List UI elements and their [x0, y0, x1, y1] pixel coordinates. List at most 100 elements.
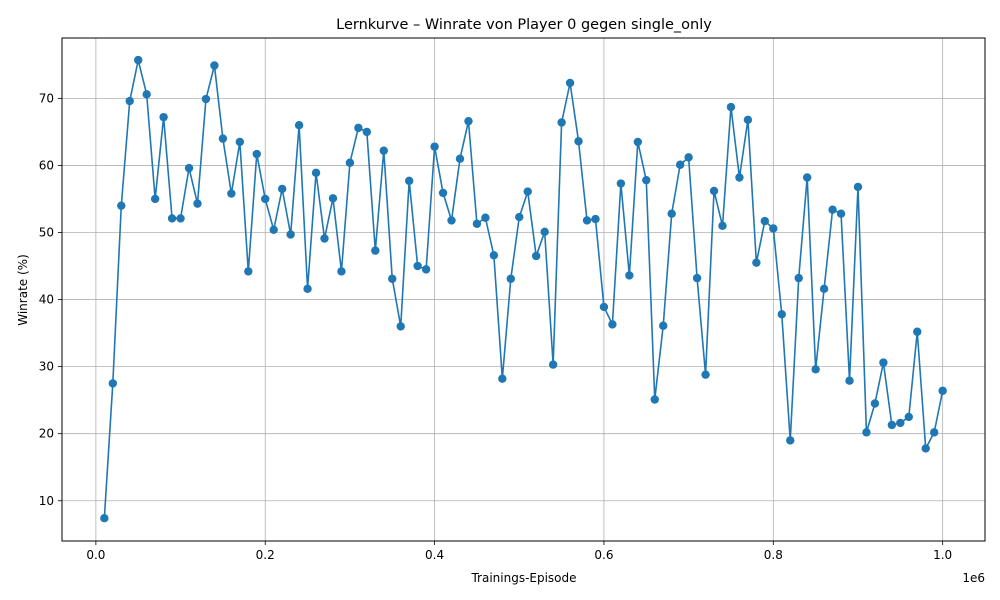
data-point: [210, 61, 219, 70]
data-point: [938, 386, 947, 395]
data-point: [870, 399, 880, 408]
x-tick-label: 0.8: [764, 548, 783, 562]
data-point: [354, 123, 363, 133]
data-point: [100, 514, 109, 523]
data-point: [150, 194, 160, 204]
data-point: [498, 374, 507, 383]
data-point: [235, 137, 245, 147]
data-point: [320, 234, 329, 243]
data-point: [845, 376, 854, 385]
x-tick-label: 0.6: [594, 548, 613, 562]
data-point: [159, 112, 168, 122]
data-point: [337, 267, 346, 276]
data-point: [675, 160, 685, 169]
data-point: [523, 187, 532, 196]
x-axis-label: Trainings-Episode: [470, 571, 576, 585]
data-point: [328, 194, 338, 203]
x-tick-label: 0.4: [425, 548, 444, 562]
data-point: [608, 320, 617, 329]
x-tick-label: 1.0: [933, 548, 952, 562]
data-point: [252, 149, 261, 159]
data-point: [743, 115, 753, 125]
data-point: [684, 153, 693, 162]
data-point: [692, 273, 702, 283]
data-point: [887, 420, 897, 430]
data-point: [921, 444, 930, 453]
data-point: [125, 96, 134, 106]
data-point: [142, 90, 151, 99]
data-point: [227, 189, 236, 198]
data-point: [167, 214, 177, 223]
data-point: [455, 154, 465, 163]
data-point: [574, 137, 583, 146]
data-point: [802, 173, 812, 182]
y-tick-label: 40: [39, 293, 54, 307]
data-point: [269, 225, 278, 235]
data-point: [582, 216, 592, 225]
data-point: [532, 251, 541, 261]
data-point: [565, 78, 575, 88]
data-point: [379, 146, 388, 155]
chart-title: Lernkurve – Winrate von Player 0 gegen s…: [336, 17, 712, 33]
data-point: [430, 142, 439, 151]
data-point: [261, 194, 270, 204]
plot-frame: [61, 37, 986, 542]
data-point: [201, 94, 211, 104]
data-point: [540, 227, 549, 237]
data-point: [718, 221, 727, 230]
data-point: [396, 322, 405, 331]
y-tick-label: 30: [39, 360, 54, 374]
data-point: [303, 284, 312, 294]
x-tick-label: 0.2: [256, 548, 275, 562]
data-point: [659, 321, 668, 330]
data-point: [193, 199, 202, 208]
data-point: [184, 163, 194, 173]
data-point: [134, 55, 143, 65]
data-point: [515, 212, 524, 222]
y-axis-label: Winrate (%): [16, 254, 30, 326]
data-point: [777, 310, 786, 319]
y-tick-label: 20: [39, 427, 54, 441]
data-point: [506, 274, 515, 283]
data-point: [879, 358, 888, 367]
y-axis-ticks: 10 20 30 40 50 60 70: [39, 91, 62, 508]
data-point: [117, 201, 126, 210]
data-point: [447, 216, 456, 225]
series-layer: [100, 55, 947, 523]
data-point: [862, 428, 871, 437]
series-line: [103, 59, 944, 519]
data-point: [371, 246, 380, 255]
data-point: [421, 265, 431, 274]
data-point: [913, 327, 922, 336]
data-point: [557, 118, 566, 127]
data-point: [548, 360, 558, 369]
data-point: [438, 188, 448, 198]
data-point: [760, 216, 770, 226]
data-point: [625, 271, 634, 280]
data-point: [735, 173, 744, 182]
data-point: [929, 428, 939, 437]
grid-lines: [62, 38, 985, 541]
data-point: [616, 179, 626, 188]
data-point: [811, 365, 820, 374]
data-point: [277, 184, 287, 194]
data-point: [709, 186, 719, 196]
data-point: [819, 284, 829, 294]
data-point: [786, 436, 795, 445]
data-point: [388, 274, 397, 283]
data-point: [642, 175, 651, 185]
data-point: [853, 182, 863, 192]
data-point: [311, 168, 321, 177]
data-point: [489, 251, 499, 260]
data-point: [294, 120, 304, 130]
data-point: [896, 418, 905, 428]
data-point: [286, 230, 295, 239]
data-point: [472, 219, 482, 228]
data-point: [244, 267, 253, 276]
data-point: [904, 412, 913, 422]
x-axis-offset-label: 1e6: [962, 571, 985, 585]
y-tick-label: 70: [39, 91, 54, 105]
x-tick-label: 0.0: [86, 548, 105, 562]
